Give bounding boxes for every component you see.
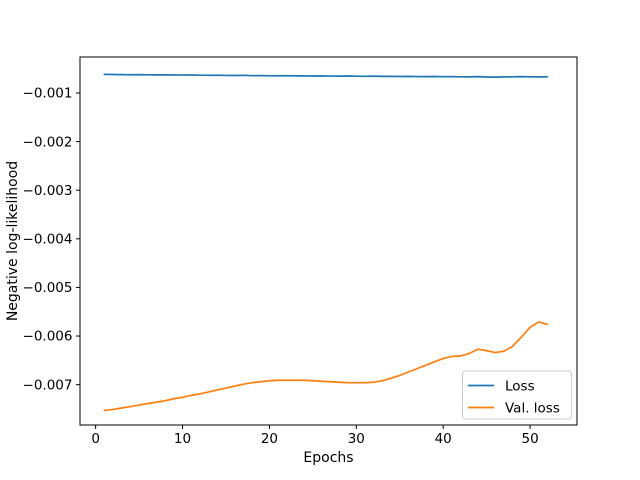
val-loss-line bbox=[103, 321, 549, 412]
y-tick-label: −0.002 bbox=[23, 134, 73, 150]
ticks-layer: 0 10 20 30 40 50 −0.001 −0.002 −0.003 −0.004 −0.00… bbox=[23, 86, 539, 447]
x-tick-label: 10 bbox=[174, 431, 191, 447]
legend: Loss Val. loss bbox=[462, 370, 572, 420]
x-tick-label: 20 bbox=[261, 431, 278, 447]
legend-loss-label: Loss bbox=[505, 379, 535, 395]
x-axis-label: Epochs bbox=[303, 450, 353, 466]
loss-line bbox=[103, 73, 549, 78]
y-tick-label: −0.003 bbox=[23, 183, 73, 199]
x-tick-label: 0 bbox=[91, 431, 100, 447]
y-tick-label: −0.007 bbox=[23, 377, 73, 393]
legend-val-loss-label: Val. loss bbox=[505, 401, 560, 417]
series-layer bbox=[103, 73, 549, 412]
x-tick-label: 30 bbox=[348, 431, 365, 447]
y-tick-label: −0.005 bbox=[23, 280, 73, 296]
y-tick-label: −0.006 bbox=[23, 329, 73, 345]
axes-frame bbox=[79, 56, 578, 426]
y-tick-label: −0.004 bbox=[23, 232, 73, 248]
y-tick-label: −0.001 bbox=[23, 86, 73, 102]
x-tick-label: 50 bbox=[521, 431, 538, 447]
x-tick-label: 40 bbox=[435, 431, 452, 447]
y-axis-label: Negative log-likelihood bbox=[5, 161, 21, 321]
